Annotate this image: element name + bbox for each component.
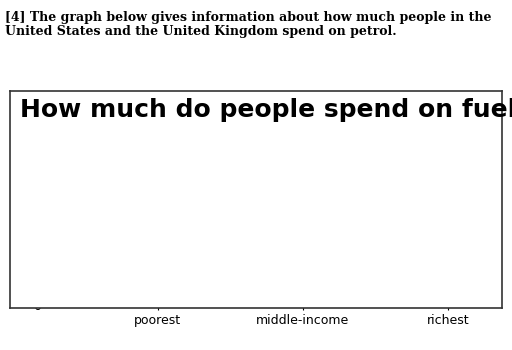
Y-axis label: Percent of Income: Percent of Income <box>15 143 28 256</box>
Text: United States: United States <box>284 117 378 131</box>
Text: [4] The graph below gives information about how much people in the United States: [4] The graph below gives information ab… <box>5 10 492 38</box>
Text: United Kingdom: United Kingdom <box>264 217 376 231</box>
Text: How much do people spend on fuel?: How much do people spend on fuel? <box>20 98 512 122</box>
